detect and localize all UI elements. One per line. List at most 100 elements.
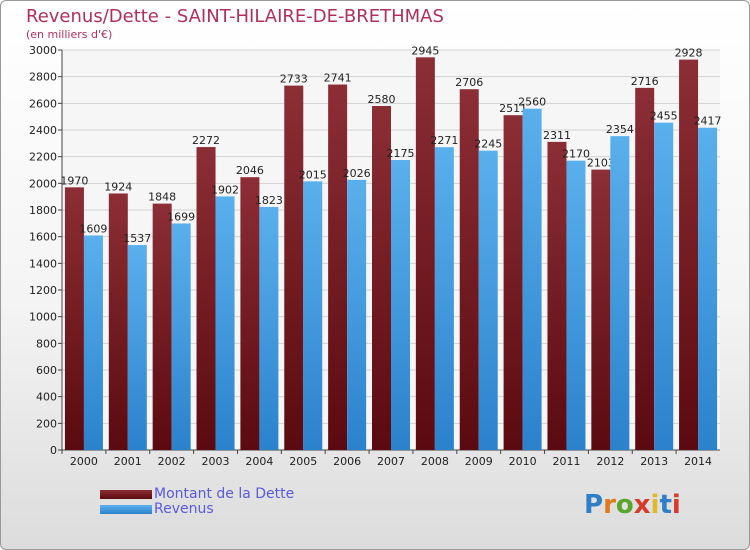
bar-dette-2001 — [108, 193, 128, 450]
y-tick-label: 1600 — [29, 231, 57, 244]
bar-dette-2003 — [196, 147, 216, 451]
data-label-revenus-2011: 2170 — [562, 148, 590, 161]
bar-dette-2008 — [415, 57, 435, 450]
bar-revenus-2011 — [566, 160, 586, 450]
y-tick-label: 600 — [36, 364, 57, 377]
data-label-revenus-2005: 2015 — [299, 168, 327, 181]
legend-item-dette: Montant de la Dette — [100, 486, 294, 502]
chart-subtitle: (en milliers d'€) — [26, 28, 113, 41]
bar-dette-2007 — [372, 106, 391, 450]
data-label-revenus-2008: 2271 — [430, 134, 458, 147]
bar-revenus-2007 — [391, 160, 410, 450]
logo-letter: x — [633, 490, 651, 520]
bar-revenus-2001 — [127, 245, 147, 450]
y-tick-label: 3000 — [29, 44, 57, 57]
data-label-dette-2003: 2272 — [192, 134, 220, 147]
x-tick-label: 2006 — [333, 455, 361, 468]
data-label-dette-2014: 2928 — [675, 47, 703, 60]
y-tick-label: 800 — [36, 337, 57, 350]
data-label-revenus-2012: 2354 — [606, 123, 634, 136]
x-tick-label: 2001 — [114, 455, 142, 468]
bar-dette-2011 — [547, 141, 567, 450]
legend-label-dette: Montant de la Dette — [154, 486, 295, 502]
x-tick-label: 2012 — [596, 455, 624, 468]
data-label-revenus-2007: 2175 — [387, 147, 415, 160]
proxiti-logo: Proxiti — [584, 490, 681, 520]
bar-revenus-2013 — [654, 122, 674, 451]
bar-revenus-2014 — [698, 127, 718, 450]
logo-letter: r — [603, 490, 616, 520]
chart-title: Revenus/Dette - SAINT-HILAIRE-DE-BRETHMA… — [26, 6, 444, 27]
legend-item-revenus: Revenus — [100, 501, 214, 517]
bar-revenus-2012 — [610, 136, 630, 450]
y-tick-label: 2400 — [29, 124, 57, 137]
y-tick-label: 2200 — [29, 151, 57, 164]
y-tick-label: 2800 — [29, 71, 57, 84]
bar-revenus-2004 — [259, 206, 279, 450]
bar-revenus-2005 — [303, 181, 323, 451]
y-tick-label: 400 — [36, 391, 57, 404]
data-label-revenus-2004: 1823 — [255, 194, 283, 207]
bar-dette-2012 — [591, 169, 611, 450]
data-label-dette-2001: 1924 — [104, 180, 132, 193]
data-label-dette-2010: 2511 — [499, 102, 527, 115]
data-label-revenus-2010: 2560 — [518, 96, 546, 109]
bar-dette-2006 — [328, 84, 348, 451]
data-label-dette-2012: 2103 — [587, 157, 615, 170]
bar-revenus-2010 — [522, 108, 542, 451]
x-tick-label: 2002 — [158, 455, 186, 468]
bar-revenus-2006 — [347, 179, 367, 450]
data-label-dette-2009: 2706 — [455, 76, 483, 89]
logo-letter: i — [650, 490, 660, 520]
data-label-revenus-2001: 1537 — [123, 232, 151, 245]
data-label-revenus-2002: 1699 — [167, 210, 195, 223]
bar-revenus-2009 — [478, 150, 498, 450]
x-tick-label: 2004 — [245, 455, 273, 468]
logo-letter: i — [671, 490, 681, 520]
y-tick-label: 0 — [50, 444, 57, 457]
bar-revenus-2003 — [215, 196, 235, 450]
data-label-revenus-2009: 2245 — [474, 138, 502, 151]
data-label-dette-2008: 2945 — [411, 44, 439, 57]
x-tick-label: 2000 — [70, 455, 98, 468]
x-tick-label: 2014 — [684, 455, 712, 468]
bar-dette-2009 — [459, 89, 479, 450]
logo-letter: P — [584, 490, 604, 520]
data-label-dette-2000: 1970 — [60, 174, 88, 187]
x-tick-label: 2010 — [509, 455, 537, 468]
data-label-dette-2013: 2716 — [631, 75, 659, 88]
bar-revenus-2000 — [83, 235, 103, 450]
data-label-revenus-2014: 2417 — [694, 115, 722, 128]
data-label-dette-2011: 2311 — [543, 129, 571, 142]
bar-dette-2000 — [64, 187, 84, 451]
y-tick-label: 1800 — [29, 204, 57, 217]
logo-letter: o — [615, 490, 634, 520]
y-tick-label: 1400 — [29, 257, 57, 270]
y-tick-label: 1000 — [29, 311, 57, 324]
bar-dette-2010 — [503, 115, 523, 450]
data-label-dette-2002: 1848 — [148, 191, 176, 204]
y-tick-label: 200 — [36, 417, 57, 430]
bar-dette-2014 — [679, 59, 699, 450]
data-label-revenus-2013: 2455 — [650, 110, 678, 123]
legend-swatch-dette — [100, 489, 152, 499]
y-tick-label: 2600 — [29, 97, 57, 110]
data-label-dette-2007: 2580 — [368, 93, 396, 106]
bar-dette-2005 — [284, 85, 304, 450]
data-label-dette-2005: 2733 — [280, 73, 308, 86]
x-tick-label: 2005 — [289, 455, 317, 468]
data-label-dette-2004: 2046 — [236, 164, 264, 177]
bar-dette-2013 — [635, 87, 655, 450]
y-tick-label: 2000 — [29, 177, 57, 190]
y-tick-label: 1200 — [29, 284, 57, 297]
data-label-revenus-2000: 1609 — [79, 222, 107, 235]
legend-swatch-revenus — [100, 504, 152, 514]
x-tick-label: 2011 — [552, 455, 580, 468]
data-label-revenus-2006: 2026 — [343, 167, 371, 180]
x-tick-label: 2007 — [377, 455, 405, 468]
data-label-dette-2006: 2741 — [324, 72, 352, 85]
legend-label-revenus: Revenus — [154, 501, 214, 517]
x-tick-label: 2008 — [421, 455, 449, 468]
data-label-revenus-2003: 1902 — [211, 183, 239, 196]
